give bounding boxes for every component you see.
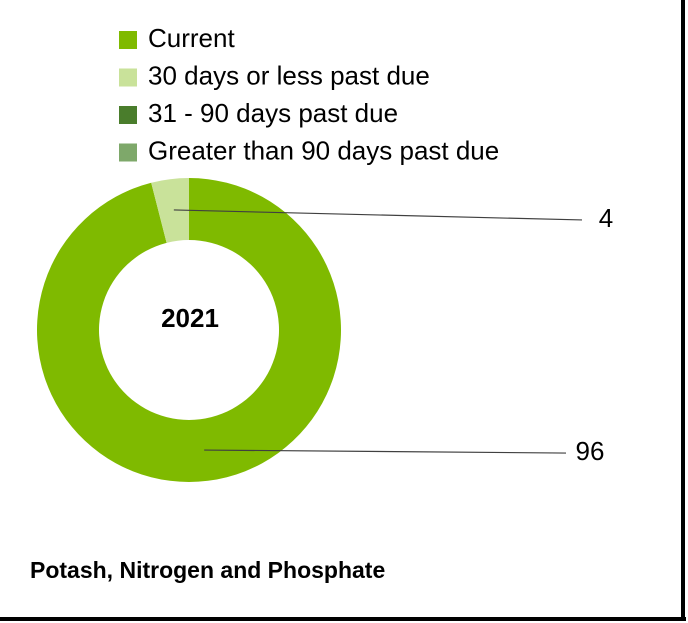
data-label: 4 [599,203,613,233]
legend-swatch [119,68,137,87]
legend-label: 30 days or less past due [148,60,430,90]
legend-swatch [119,31,137,49]
data-label: 96 [576,436,605,466]
legend-swatch [119,106,137,124]
donut-segment [151,178,189,243]
donut-segment [36,178,341,483]
legend-label: Greater than 90 days past due [148,135,499,165]
legend-swatch [119,143,137,162]
leader-line [204,449,567,454]
legend-label: Current [148,23,235,53]
legend-label: 31 - 90 days past due [148,98,398,128]
leader-line [173,209,583,221]
footnote: Potash, Nitrogen and Phosphate [30,557,385,583]
center-label: 2021 [161,303,219,333]
